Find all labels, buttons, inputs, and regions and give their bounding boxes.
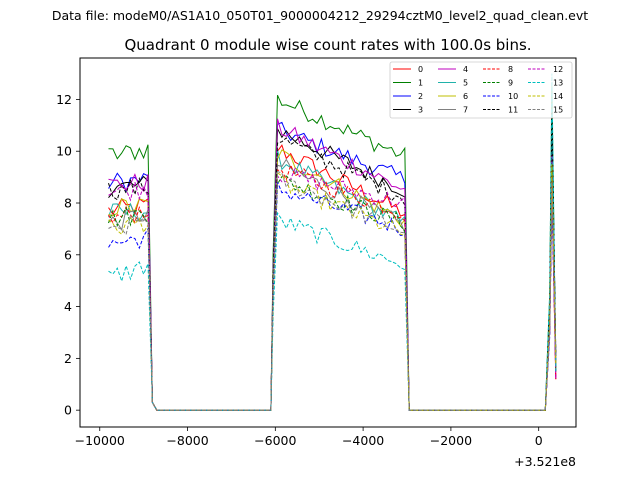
legend-label-7: 7 [463, 106, 468, 115]
y-tick-label: 2 [64, 351, 72, 366]
legend-label-8: 8 [508, 65, 513, 74]
x-offset-label: +3.521e8 [514, 454, 576, 469]
legend-label-10: 10 [508, 92, 518, 101]
legend-label-5: 5 [463, 79, 468, 88]
legend-label-6: 6 [463, 92, 468, 101]
series-line-12 [108, 167, 557, 411]
plot-frame [79, 57, 577, 428]
y-axis: 0 2 4 6 8 10 12 [56, 92, 80, 418]
legend-label-3: 3 [418, 106, 423, 115]
series-line-8 [108, 163, 557, 411]
series-line-4 [108, 118, 557, 411]
x-tick-label: −4000 [342, 433, 384, 448]
series-line-7 [108, 158, 557, 411]
legend-label-0: 0 [418, 65, 423, 74]
series-line-13 [108, 73, 557, 411]
y-tick-label: 0 [64, 403, 72, 418]
chart-title: Quadrant 0 module wise count rates with … [124, 36, 531, 54]
series-line-3 [108, 117, 557, 411]
series-line-6 [108, 149, 557, 411]
series-line-0 [108, 144, 557, 411]
y-tick-label: 12 [56, 92, 72, 107]
series-line-11 [108, 112, 557, 411]
legend-label-1: 1 [418, 79, 423, 88]
legend-label-15: 15 [553, 106, 563, 115]
suptitle: Data file: modeM0/AS1A10_050T01_90000042… [52, 8, 588, 23]
legend-label-14: 14 [553, 92, 563, 101]
series-line-14 [108, 164, 557, 411]
x-tick-label: −10000 [75, 433, 125, 448]
series-line-5 [108, 149, 557, 411]
x-tick-label: −6000 [254, 433, 296, 448]
legend-box [389, 61, 573, 119]
y-tick-label: 10 [56, 144, 72, 159]
series-line-15 [108, 170, 557, 411]
x-axis: −10000 −8000 −6000 −4000 −2000 0 [75, 427, 543, 448]
legend-label-12: 12 [553, 65, 563, 74]
x-tick-label: −8000 [166, 433, 208, 448]
series-layer [108, 73, 557, 411]
legend-label-2: 2 [418, 92, 423, 101]
x-tick-label: −2000 [430, 433, 472, 448]
series-line-1 [108, 86, 557, 411]
y-tick-label: 6 [64, 247, 72, 262]
legend-label-13: 13 [553, 79, 563, 88]
legend-label-4: 4 [463, 65, 468, 74]
series-line-10 [108, 181, 557, 411]
series-line-2 [108, 121, 557, 411]
y-tick-label: 4 [64, 299, 72, 314]
x-tick-label: 0 [535, 433, 543, 448]
legend-label-9: 9 [508, 79, 513, 88]
legend-label-11: 11 [508, 106, 518, 115]
y-tick-label: 8 [64, 196, 72, 211]
